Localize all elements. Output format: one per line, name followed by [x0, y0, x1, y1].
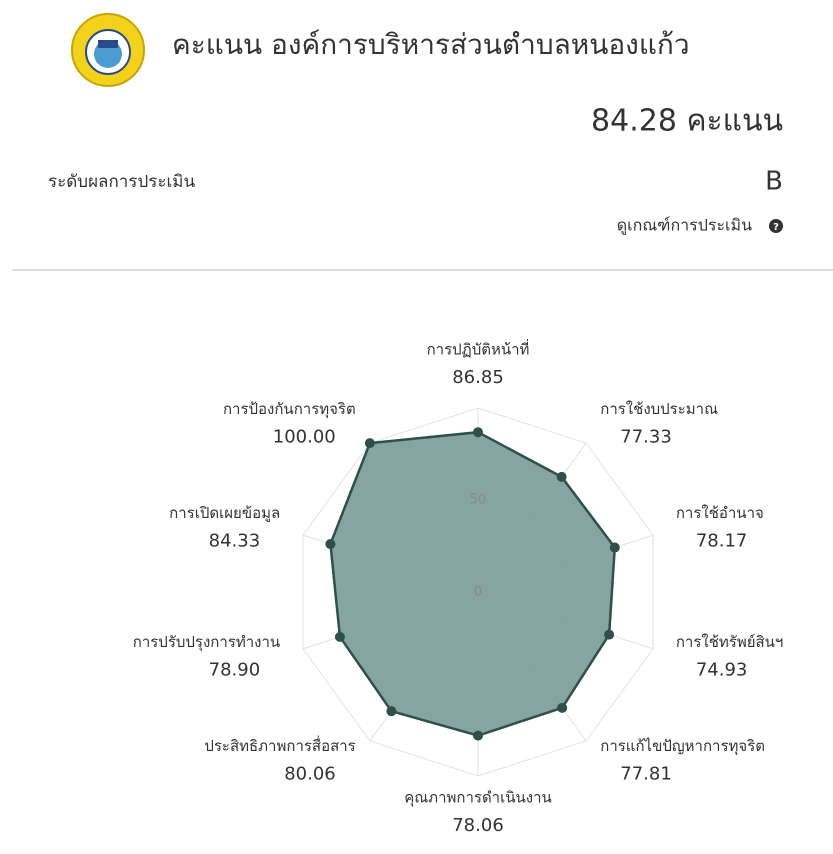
- axis-label: การใช้อำนาจ: [676, 504, 764, 522]
- data-point: [386, 706, 397, 717]
- level: B: [765, 167, 783, 197]
- axis-label: การใช้งบประมาณ: [600, 400, 718, 418]
- axis-label: การแก้ไขปัญหาการทุจริต: [600, 737, 765, 756]
- data-point: [334, 631, 345, 642]
- data-point: [604, 629, 615, 640]
- data-area: [329, 430, 617, 737]
- data-point: [609, 542, 620, 553]
- level-label: ระดับผลการประเมิน: [48, 172, 196, 192]
- value-label: 78.90: [209, 659, 261, 680]
- axis-label: การปฏิบัติหน้าที่: [427, 339, 530, 359]
- score: 84.28 คะแนน: [591, 104, 783, 139]
- value-label: 78.06: [452, 815, 504, 836]
- axis-label: ประสิทธิภาพการสื่อสาร: [204, 735, 355, 755]
- value-label: 86.85: [452, 367, 504, 388]
- data-point: [556, 471, 567, 482]
- page-title: คะแนน องค์การบริหารส่วนตำบลหนองแก้ว: [172, 28, 690, 61]
- axis-label: การใช้ทรัพย์สินฯ: [676, 633, 784, 651]
- r-tick-label: 0: [474, 585, 482, 600]
- data-point: [473, 427, 483, 438]
- value-label: 77.81: [620, 763, 672, 784]
- logo: [71, 13, 145, 87]
- axis-label: การป้องกันการทุจริต: [223, 400, 356, 419]
- value-label: 80.06: [284, 763, 336, 784]
- data-point: [364, 438, 375, 449]
- value-label: 78.17: [696, 531, 748, 552]
- data-point: [325, 539, 336, 550]
- axis-label: คุณภาพการดำเนินงาน: [404, 789, 552, 808]
- criteria-link[interactable]: ดูเกณฑ์การประเมิน: [617, 216, 752, 236]
- data-point: [557, 702, 568, 713]
- value-label: 77.33: [620, 427, 672, 448]
- svg-text:?: ?: [773, 222, 779, 233]
- data-point: [473, 730, 483, 741]
- axis-label: การเปิดเผยข้อมูล: [169, 504, 280, 522]
- axis-label: การปรับปรุงการทำงาน: [133, 633, 280, 652]
- value-label: 84.33: [209, 531, 261, 552]
- value-label: 74.93: [696, 659, 748, 680]
- help-icon[interactable]: ?: [769, 219, 783, 233]
- value-label: 100.00: [273, 427, 336, 448]
- r-tick-label: 50: [470, 493, 487, 508]
